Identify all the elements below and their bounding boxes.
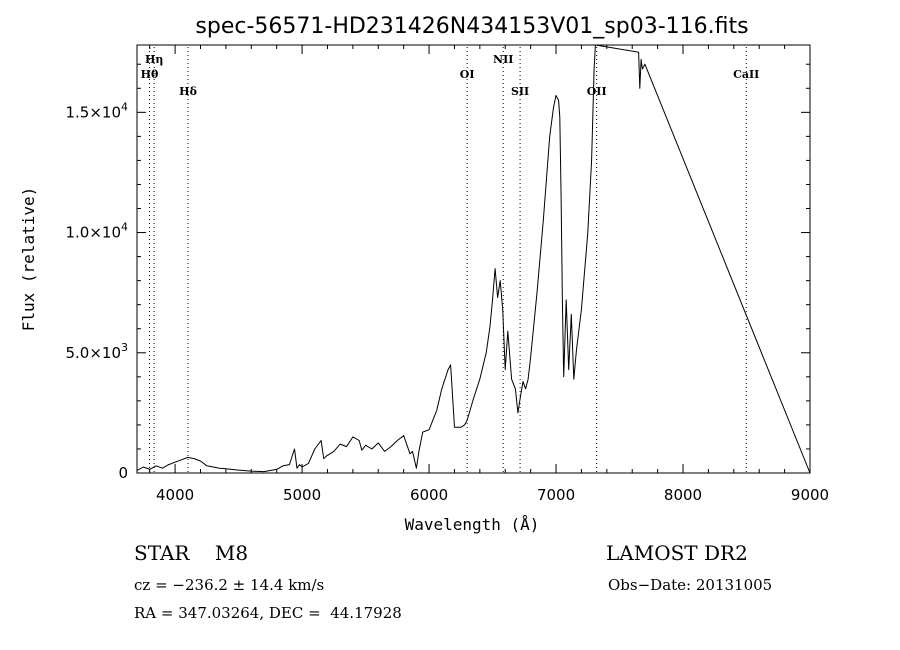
survey-name: LAMOST DR2 <box>606 541 748 565</box>
plot-frame <box>136 44 811 474</box>
line-label: NII <box>493 53 513 66</box>
line-label: Hθ <box>141 68 159 81</box>
object-class: STAR M8 <box>134 541 249 565</box>
line-label: OII <box>587 85 607 98</box>
x-tick-label: 6000 <box>410 486 448 504</box>
spectrum-line <box>136 44 811 474</box>
y-tick-label: 1.0×104 <box>65 221 128 242</box>
chart-title: spec-56571-HD231426N434153V01_sp03-116.f… <box>195 14 748 39</box>
line-label: Hη <box>145 53 163 66</box>
x-tick-label: 9000 <box>791 486 829 504</box>
y-tick-label: 5.0×103 <box>65 341 128 362</box>
x-axis: 4000 5000 6000 7000 8000 9000 <box>149 45 829 504</box>
x-tick-label: 4000 <box>156 486 194 504</box>
line-label: SII <box>511 85 529 98</box>
y-axis: 0 5.0×103 1.0×104 1.5×104 <box>65 63 810 482</box>
coordinates: RA = 347.03264, DEC = 44.17928 <box>134 604 402 622</box>
x-tick-label: 5000 <box>283 486 321 504</box>
spectral-line-markers: Hη Hθ Hδ OI NII SII OII CaII <box>141 47 759 473</box>
redshift-cz: cz = −236.2 ± 14.4 km/s <box>134 576 325 594</box>
y-tick-label: 0 <box>118 464 128 482</box>
y-axis-label: Flux (relative) <box>19 187 38 332</box>
line-label: CaII <box>733 68 759 81</box>
x-axis-label: Wavelength (Å) <box>405 515 540 534</box>
y-tick-label: 1.5×104 <box>65 100 128 121</box>
line-label: OI <box>460 68 475 81</box>
spectrum-series <box>136 44 811 474</box>
x-tick-label: 7000 <box>537 486 575 504</box>
x-tick-label: 8000 <box>664 486 702 504</box>
line-label: Hδ <box>179 85 197 98</box>
observation-date: Obs−Date: 20131005 <box>608 576 773 594</box>
